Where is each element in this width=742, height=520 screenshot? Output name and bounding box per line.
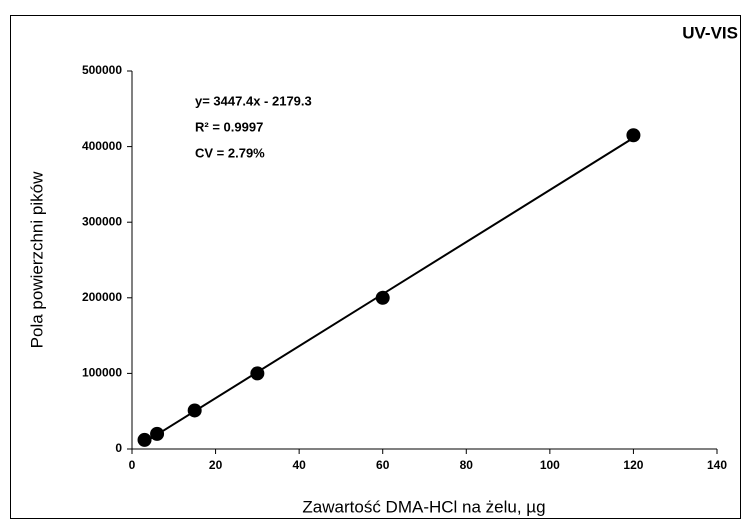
x-tick-label: 20: [209, 458, 223, 472]
x-tick-label: 60: [376, 458, 390, 472]
y-axis-title: Pola powierzchni pików: [27, 171, 46, 348]
x-tick-label: 40: [292, 458, 306, 472]
annotation: R² = 0.9997: [195, 119, 263, 134]
y-tick-label: 500000: [82, 63, 122, 77]
y-tick-label: 300000: [82, 214, 122, 228]
point: [626, 128, 641, 143]
y-tick-label: 100000: [82, 366, 122, 380]
frame: [10, 15, 741, 519]
chart-title: UV-VIS: [682, 23, 738, 42]
x-tick-label: 140: [707, 458, 727, 472]
x-tick-label: 0: [129, 458, 136, 472]
x-axis-title: Zawartość DMA-HCl na żelu, µg: [302, 497, 545, 516]
point: [187, 403, 202, 418]
y-tick-label: 200000: [82, 290, 122, 304]
annotation: CV = 2.79%: [195, 145, 265, 160]
x-tick-label: 80: [460, 458, 474, 472]
point: [150, 426, 165, 441]
x-tick-label: 100: [540, 458, 560, 472]
y-tick-label: 400000: [82, 139, 122, 153]
x-tick-label: 120: [623, 458, 643, 472]
annotation: y= 3447.4x - 2179.3: [195, 93, 312, 108]
point: [250, 366, 265, 381]
point: [137, 432, 152, 447]
trendline: [141, 137, 634, 445]
point: [375, 290, 390, 305]
y-tick-label: 0: [115, 441, 122, 455]
